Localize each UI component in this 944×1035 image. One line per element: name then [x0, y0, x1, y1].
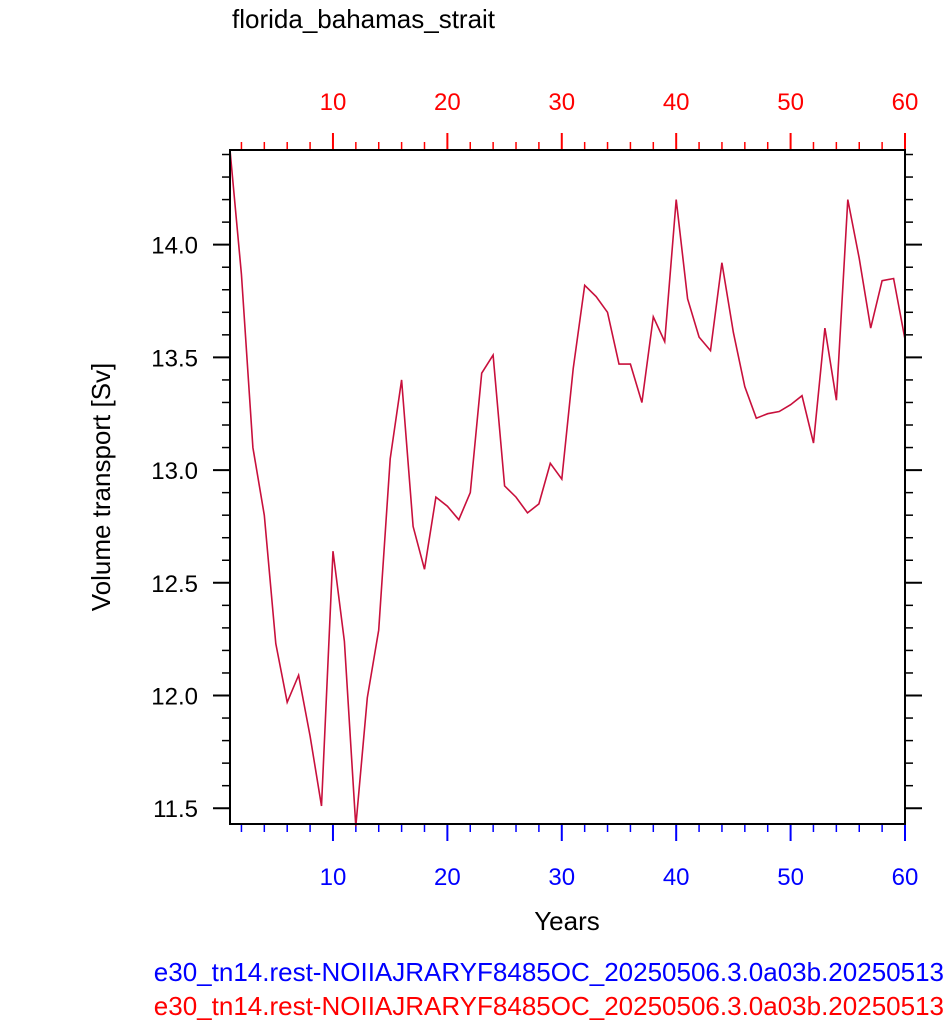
x-tick-label-top: 60	[892, 89, 919, 116]
x-tick-label-bottom: 20	[434, 864, 461, 891]
x-tick-label-bottom: 30	[548, 864, 575, 891]
x-axis-label: Years	[534, 906, 600, 936]
y-tick-label: 14.0	[151, 233, 198, 260]
y-tick-label: 12.0	[151, 684, 198, 711]
y-tick-label: 12.5	[151, 571, 198, 598]
x-tick-label-top: 10	[320, 89, 347, 116]
x-tick-label-bottom: 40	[663, 864, 690, 891]
x-tick-label-bottom: 60	[892, 864, 919, 891]
x-tick-label-top: 50	[777, 89, 804, 116]
tick-labels: 10 20 30 40 50 60 10 20 30 40 50 60 11.5 12.0 12.5 13.0…	[151, 89, 918, 891]
x-tick-label-top: 40	[663, 89, 690, 116]
caption-red: e30_tn14.rest-NOIIAJRARYF8485OC_20250506…	[153, 991, 944, 1021]
y-tick-label: 11.5	[153, 796, 198, 823]
x-tick-label-bottom: 10	[320, 864, 347, 891]
x-tick-label-top: 30	[548, 89, 575, 116]
y-tick-label: 13.0	[151, 458, 198, 485]
axis-ticks	[213, 133, 922, 841]
x-tick-label-bottom: 50	[777, 864, 804, 891]
y-tick-label: 13.5	[151, 345, 198, 372]
chart-title: florida_bahamas_strait	[232, 4, 496, 34]
series-line	[229, 149, 906, 827]
caption-blue: e30_tn14.rest-NOIIAJRARYF8485OC_20250506…	[153, 957, 944, 987]
plot-frame	[229, 149, 906, 825]
y-axis-label: Volume transport [Sv]	[86, 363, 116, 612]
x-tick-label-top: 20	[434, 89, 461, 116]
